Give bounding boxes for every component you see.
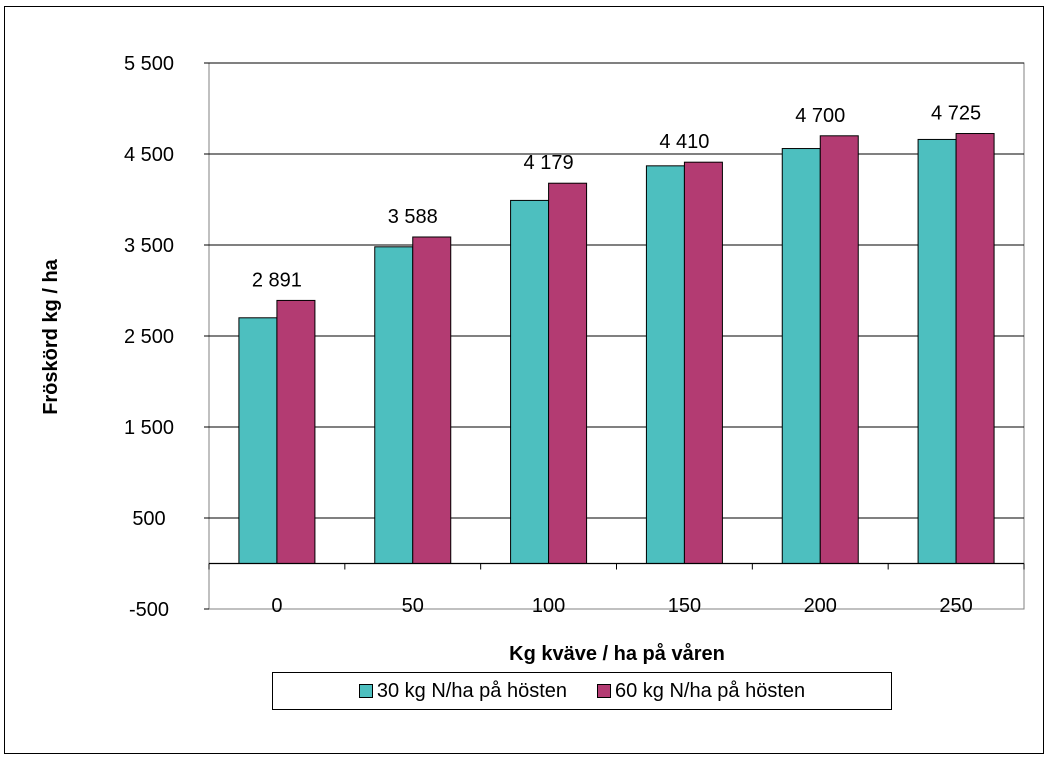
legend-item-series-2: 60 kg N/ha på hösten [597,680,805,703]
y-axis-title: Fröskörd kg / ha [40,258,62,414]
x-tick-label: 150 [668,595,701,617]
bar-series-2 [548,182,588,564]
x-axis-title: Kg kväve / ha på våren [509,642,725,665]
data-label: 4 179 [524,152,574,174]
y-tick-label: 1 500 [124,417,174,439]
legend-swatch-series-1 [358,684,373,698]
chart-frame: -500 500 1 500 2 500 3 500 4 500 5 500 0 50 100 1… [4,6,1044,754]
data-label: 2 891 [252,269,302,291]
bar-series-2 [683,161,723,564]
bar-chart: -500 500 1 500 2 500 3 500 4 500 5 500 0 50 100 1… [40,53,1025,665]
legend: 30 kg N/ha på hösten 60 kg N/ha på höste… [272,672,892,710]
x-tick-label: 200 [804,595,837,617]
bar-series-2 [955,133,995,565]
bar-series-2 [412,236,452,564]
y-tick-label: 5 500 [124,53,174,75]
legend-item-series-1: 30 kg N/ha på hösten [358,679,567,703]
bar-series-1 [781,148,821,564]
x-tick-label: 100 [532,595,565,617]
bar-series-2 [819,135,859,565]
bar-series-1 [645,165,685,565]
data-label: 4 700 [795,105,845,127]
y-tick-label: 2 500 [124,326,174,348]
y-tick-label: 500 [132,508,165,530]
data-label: 4 725 [931,103,981,125]
legend-label-series-2: 60 kg N/ha på hösten [615,679,806,702]
x-tick-label: 50 [402,595,424,617]
legend-label-series-1: 30 kg N/ha på hösten [376,679,567,702]
x-tick-label: 250 [939,595,972,617]
bar-series-2 [276,299,316,564]
x-tick-label: 0 [271,595,282,617]
data-label: 3 588 [388,206,438,228]
data-label: 4 410 [659,131,709,153]
y-tick-label: -500 [129,599,169,621]
bar-series-1 [238,317,278,564]
y-tick-label: 4 500 [124,144,174,166]
y-tick-label: 3 500 [124,235,174,257]
bar-series-1 [510,199,550,564]
bar-series-1 [374,246,414,564]
bar-series-1 [917,138,957,564]
legend-swatch-series-2 [597,684,611,698]
